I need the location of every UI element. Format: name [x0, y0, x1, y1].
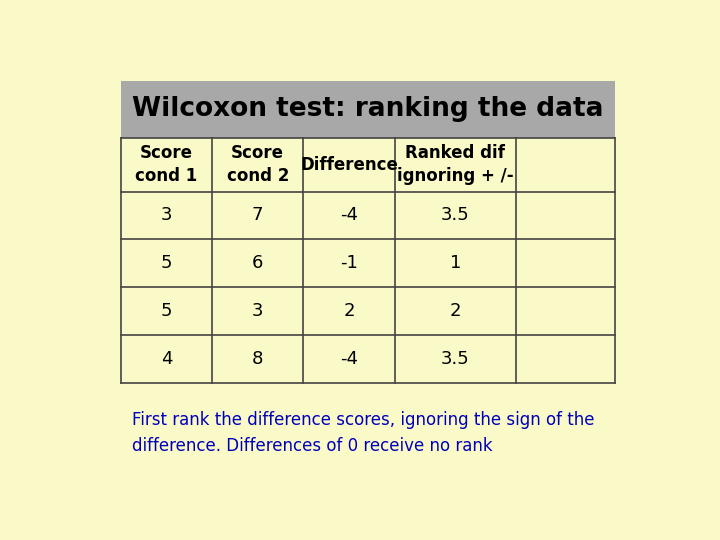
- Text: Score
cond 1: Score cond 1: [135, 144, 197, 185]
- Text: 5: 5: [161, 254, 172, 272]
- Text: First rank the difference scores, ignoring the sign of the
difference. Differenc: First rank the difference scores, ignori…: [132, 410, 594, 455]
- Text: Wilcoxon test: ranking the data: Wilcoxon test: ranking the data: [132, 97, 603, 123]
- Text: 2: 2: [343, 302, 355, 320]
- Text: 3.5: 3.5: [441, 350, 469, 368]
- Text: -1: -1: [340, 254, 358, 272]
- Text: Difference: Difference: [300, 156, 398, 173]
- Text: 5: 5: [161, 302, 172, 320]
- Text: 4: 4: [161, 350, 172, 368]
- Text: 8: 8: [252, 350, 264, 368]
- Text: 7: 7: [252, 206, 264, 225]
- Text: Ranked dif
ignoring + /-: Ranked dif ignoring + /-: [397, 144, 513, 185]
- Text: 3: 3: [252, 302, 264, 320]
- Text: 6: 6: [252, 254, 264, 272]
- Text: 2: 2: [449, 302, 461, 320]
- Bar: [121, 138, 615, 383]
- Text: Score
cond 2: Score cond 2: [227, 144, 289, 185]
- Text: 1: 1: [449, 254, 461, 272]
- Text: 3: 3: [161, 206, 172, 225]
- Text: -4: -4: [340, 350, 358, 368]
- Text: 3.5: 3.5: [441, 206, 469, 225]
- Bar: [121, 82, 615, 138]
- Text: -4: -4: [340, 206, 358, 225]
